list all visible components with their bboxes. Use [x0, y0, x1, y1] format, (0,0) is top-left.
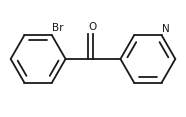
Text: Br: Br: [52, 23, 64, 33]
Text: N: N: [162, 24, 170, 34]
Text: O: O: [89, 22, 97, 32]
